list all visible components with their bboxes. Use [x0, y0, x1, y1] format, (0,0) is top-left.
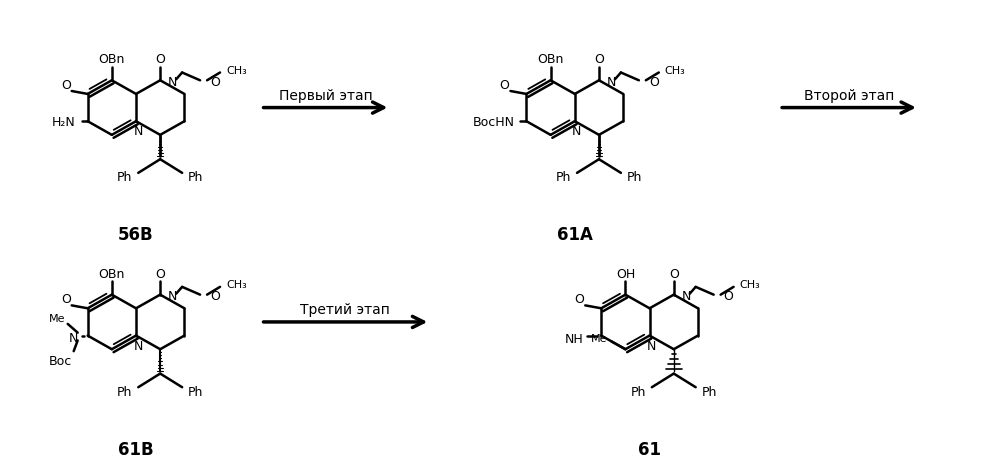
- Text: CH₃: CH₃: [226, 66, 247, 75]
- Text: CH₃: CH₃: [664, 66, 685, 75]
- Text: Ph: Ph: [117, 385, 132, 398]
- Text: Ph: Ph: [627, 171, 642, 184]
- Text: OBn: OBn: [99, 267, 125, 280]
- Text: O: O: [594, 53, 604, 66]
- Text: O: O: [648, 76, 658, 89]
- Text: O: O: [210, 76, 220, 89]
- Text: CH₃: CH₃: [739, 280, 760, 289]
- Text: Ph: Ph: [555, 171, 571, 184]
- Text: Me: Me: [49, 313, 66, 323]
- Text: H₂N: H₂N: [52, 116, 76, 129]
- Text: 61: 61: [638, 440, 661, 458]
- Text: O: O: [210, 290, 220, 302]
- Text: N: N: [647, 339, 656, 352]
- Text: O: O: [155, 53, 165, 66]
- Text: Boc: Boc: [48, 355, 72, 368]
- Text: CH₃: CH₃: [226, 280, 247, 289]
- Text: Второй этап: Второй этап: [804, 89, 894, 103]
- Text: BocHN: BocHN: [473, 116, 514, 129]
- Text: Третий этап: Третий этап: [301, 302, 391, 317]
- Text: O: O: [668, 267, 678, 280]
- Text: N: N: [68, 331, 78, 344]
- Text: NH: NH: [564, 332, 583, 345]
- Text: O: O: [723, 290, 733, 302]
- Text: O: O: [61, 292, 71, 305]
- Text: Ph: Ph: [630, 385, 645, 398]
- Text: N: N: [133, 339, 143, 352]
- Text: 61A: 61A: [556, 226, 592, 244]
- Text: 56B: 56B: [118, 226, 154, 244]
- Text: OBn: OBn: [99, 53, 125, 66]
- Text: Ph: Ph: [188, 171, 204, 184]
- Text: O: O: [61, 78, 71, 91]
- Text: Ph: Ph: [701, 385, 717, 398]
- Text: N: N: [168, 290, 178, 302]
- Text: O: O: [500, 78, 509, 91]
- Text: Ph: Ph: [117, 171, 132, 184]
- Text: Ph: Ph: [188, 385, 204, 398]
- Text: N: N: [681, 290, 691, 302]
- Text: OBn: OBn: [537, 53, 563, 66]
- Text: O: O: [155, 267, 165, 280]
- Text: OH: OH: [615, 267, 635, 280]
- Text: N: N: [168, 76, 178, 89]
- Text: Первый этап: Первый этап: [279, 89, 373, 103]
- Text: N: N: [607, 76, 616, 89]
- Text: N: N: [572, 125, 581, 138]
- Text: O: O: [574, 292, 584, 305]
- Text: N: N: [133, 125, 143, 138]
- Text: Me: Me: [591, 333, 607, 343]
- Text: 61B: 61B: [118, 440, 154, 458]
